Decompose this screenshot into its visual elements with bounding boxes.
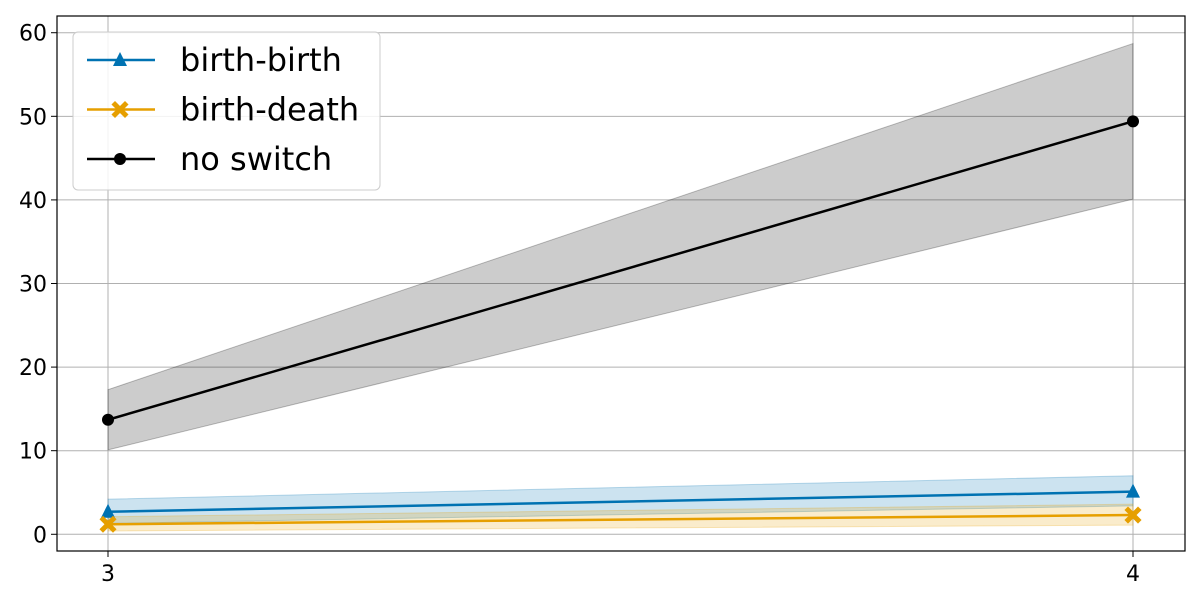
y-tick-label: 10 xyxy=(19,440,47,465)
y-tick-label: 30 xyxy=(19,273,47,298)
y-tick-label: 60 xyxy=(19,22,47,47)
y-tick-label: 20 xyxy=(19,356,47,381)
legend-no-switch-label: no switch xyxy=(180,140,332,178)
no-switch-point xyxy=(102,413,114,426)
legend: birth-birth birth-death no switch xyxy=(72,31,381,191)
y-tick-label: 50 xyxy=(19,105,47,130)
legend-birth-death-label: birth-death xyxy=(180,91,359,129)
birth-death-point xyxy=(99,515,117,533)
legend-no-switch-marker xyxy=(114,153,126,165)
series-markers xyxy=(99,115,1142,533)
y-tick-label: 0 xyxy=(33,523,47,548)
legend-birth-birth-marker xyxy=(113,52,127,66)
birth-birth-point xyxy=(101,503,115,518)
birth-birth-line xyxy=(107,490,1134,513)
x-tick-label: 3 xyxy=(101,562,115,587)
no-switch-point xyxy=(1127,115,1139,128)
y-axis-ticks: 0 10 20 30 40 50 60 xyxy=(19,22,57,548)
x-tick-label: 4 xyxy=(1126,562,1140,587)
no-switch-confidence-band xyxy=(107,42,1134,451)
birth-birth-point xyxy=(1126,483,1140,498)
legend-birth-birth-label: birth-birth xyxy=(180,41,342,79)
birth-death-line xyxy=(107,513,1134,526)
legend-box xyxy=(72,31,381,191)
series-lines xyxy=(107,120,1134,526)
no-switch-line xyxy=(107,120,1134,421)
legend-birth-death-marker xyxy=(111,100,129,119)
confidence-bands xyxy=(107,42,1134,532)
birth-death-point xyxy=(1124,506,1142,524)
y-tick-label: 40 xyxy=(19,189,47,214)
